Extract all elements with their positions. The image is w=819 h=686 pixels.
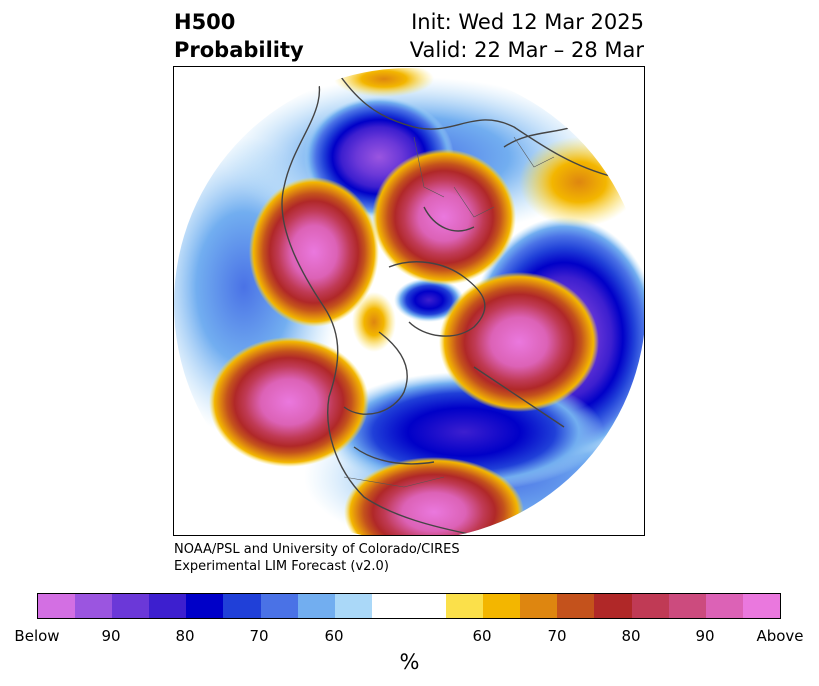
colorbar-tick-label: 70	[547, 627, 567, 645]
colorbar-tick-label: Below	[14, 627, 60, 645]
anomaly-above-middle-east	[519, 137, 639, 227]
colorbar-swatch	[334, 594, 372, 618]
colorbar-swatch	[149, 594, 187, 618]
map-panel	[173, 66, 645, 536]
colorbar-tick-label: 70	[249, 627, 269, 645]
colorbar-swatch	[742, 594, 780, 618]
colorbar-tick-label: 60	[472, 627, 492, 645]
colorbar-swatch	[112, 594, 150, 618]
colorbar-unit-label: %	[399, 650, 420, 674]
colorbar-tick-label: 60	[324, 627, 344, 645]
credit-line-2: Experimental LIM Forecast (v2.0)	[174, 559, 389, 574]
colorbar-swatch	[594, 594, 632, 618]
forecast-dates: Init: Wed 12 Mar 2025 Valid: 22 Mar – 28…	[410, 8, 644, 64]
map-title: H500 Probability	[174, 8, 304, 64]
colorbar-tick-label: Above	[756, 627, 804, 645]
anomaly-above-north-atlantic	[439, 272, 599, 412]
colorbar-tick-label: 80	[175, 627, 195, 645]
anomaly-above-europe	[372, 149, 516, 285]
colorbar-swatch	[186, 594, 224, 618]
colorbar-swatch	[705, 594, 743, 618]
colorbar-swatch	[371, 594, 409, 618]
colorbar-swatch	[668, 594, 706, 618]
colorbar-swatch	[408, 594, 447, 618]
anomaly-above-gulf-of-alaska	[209, 337, 369, 467]
title-line-variable: H500	[174, 10, 236, 34]
valid-date: Valid: 22 Mar – 28 Mar	[409, 38, 644, 62]
colorbar-swatch	[631, 594, 669, 618]
init-date: Init: Wed 12 Mar 2025	[411, 10, 644, 34]
colorbar-swatch	[75, 594, 113, 618]
anomaly-below-arctic-ocean	[394, 278, 464, 322]
colorbar-swatch	[520, 594, 558, 618]
colorbar-tick-label: 80	[621, 627, 641, 645]
colorbar-swatch	[260, 594, 298, 618]
colorbar-swatch	[223, 594, 261, 618]
colorbar-swatch	[446, 594, 484, 618]
credit-line-1: NOAA/PSL and University of Colorado/CIRE…	[174, 542, 460, 557]
colorbar	[37, 593, 781, 619]
probability-map	[174, 68, 644, 535]
colorbar-tick-label: 90	[695, 627, 715, 645]
colorbar-swatch	[557, 594, 595, 618]
colorbar-swatch	[38, 594, 76, 618]
anomaly-above-bering	[249, 177, 379, 327]
anomaly-above-arctic-small	[352, 292, 396, 352]
colorbar-swatch	[297, 594, 335, 618]
colorbar-swatch	[483, 594, 521, 618]
colorbar-tick-label: 90	[101, 627, 121, 645]
credit-text: NOAA/PSL and University of Colorado/CIRE…	[174, 541, 460, 575]
colorbar-ticks: Below 90 80 70 60 60 70 80 90 Above	[0, 627, 819, 647]
probability-field	[174, 68, 644, 535]
title-line-quantity: Probability	[174, 38, 304, 62]
